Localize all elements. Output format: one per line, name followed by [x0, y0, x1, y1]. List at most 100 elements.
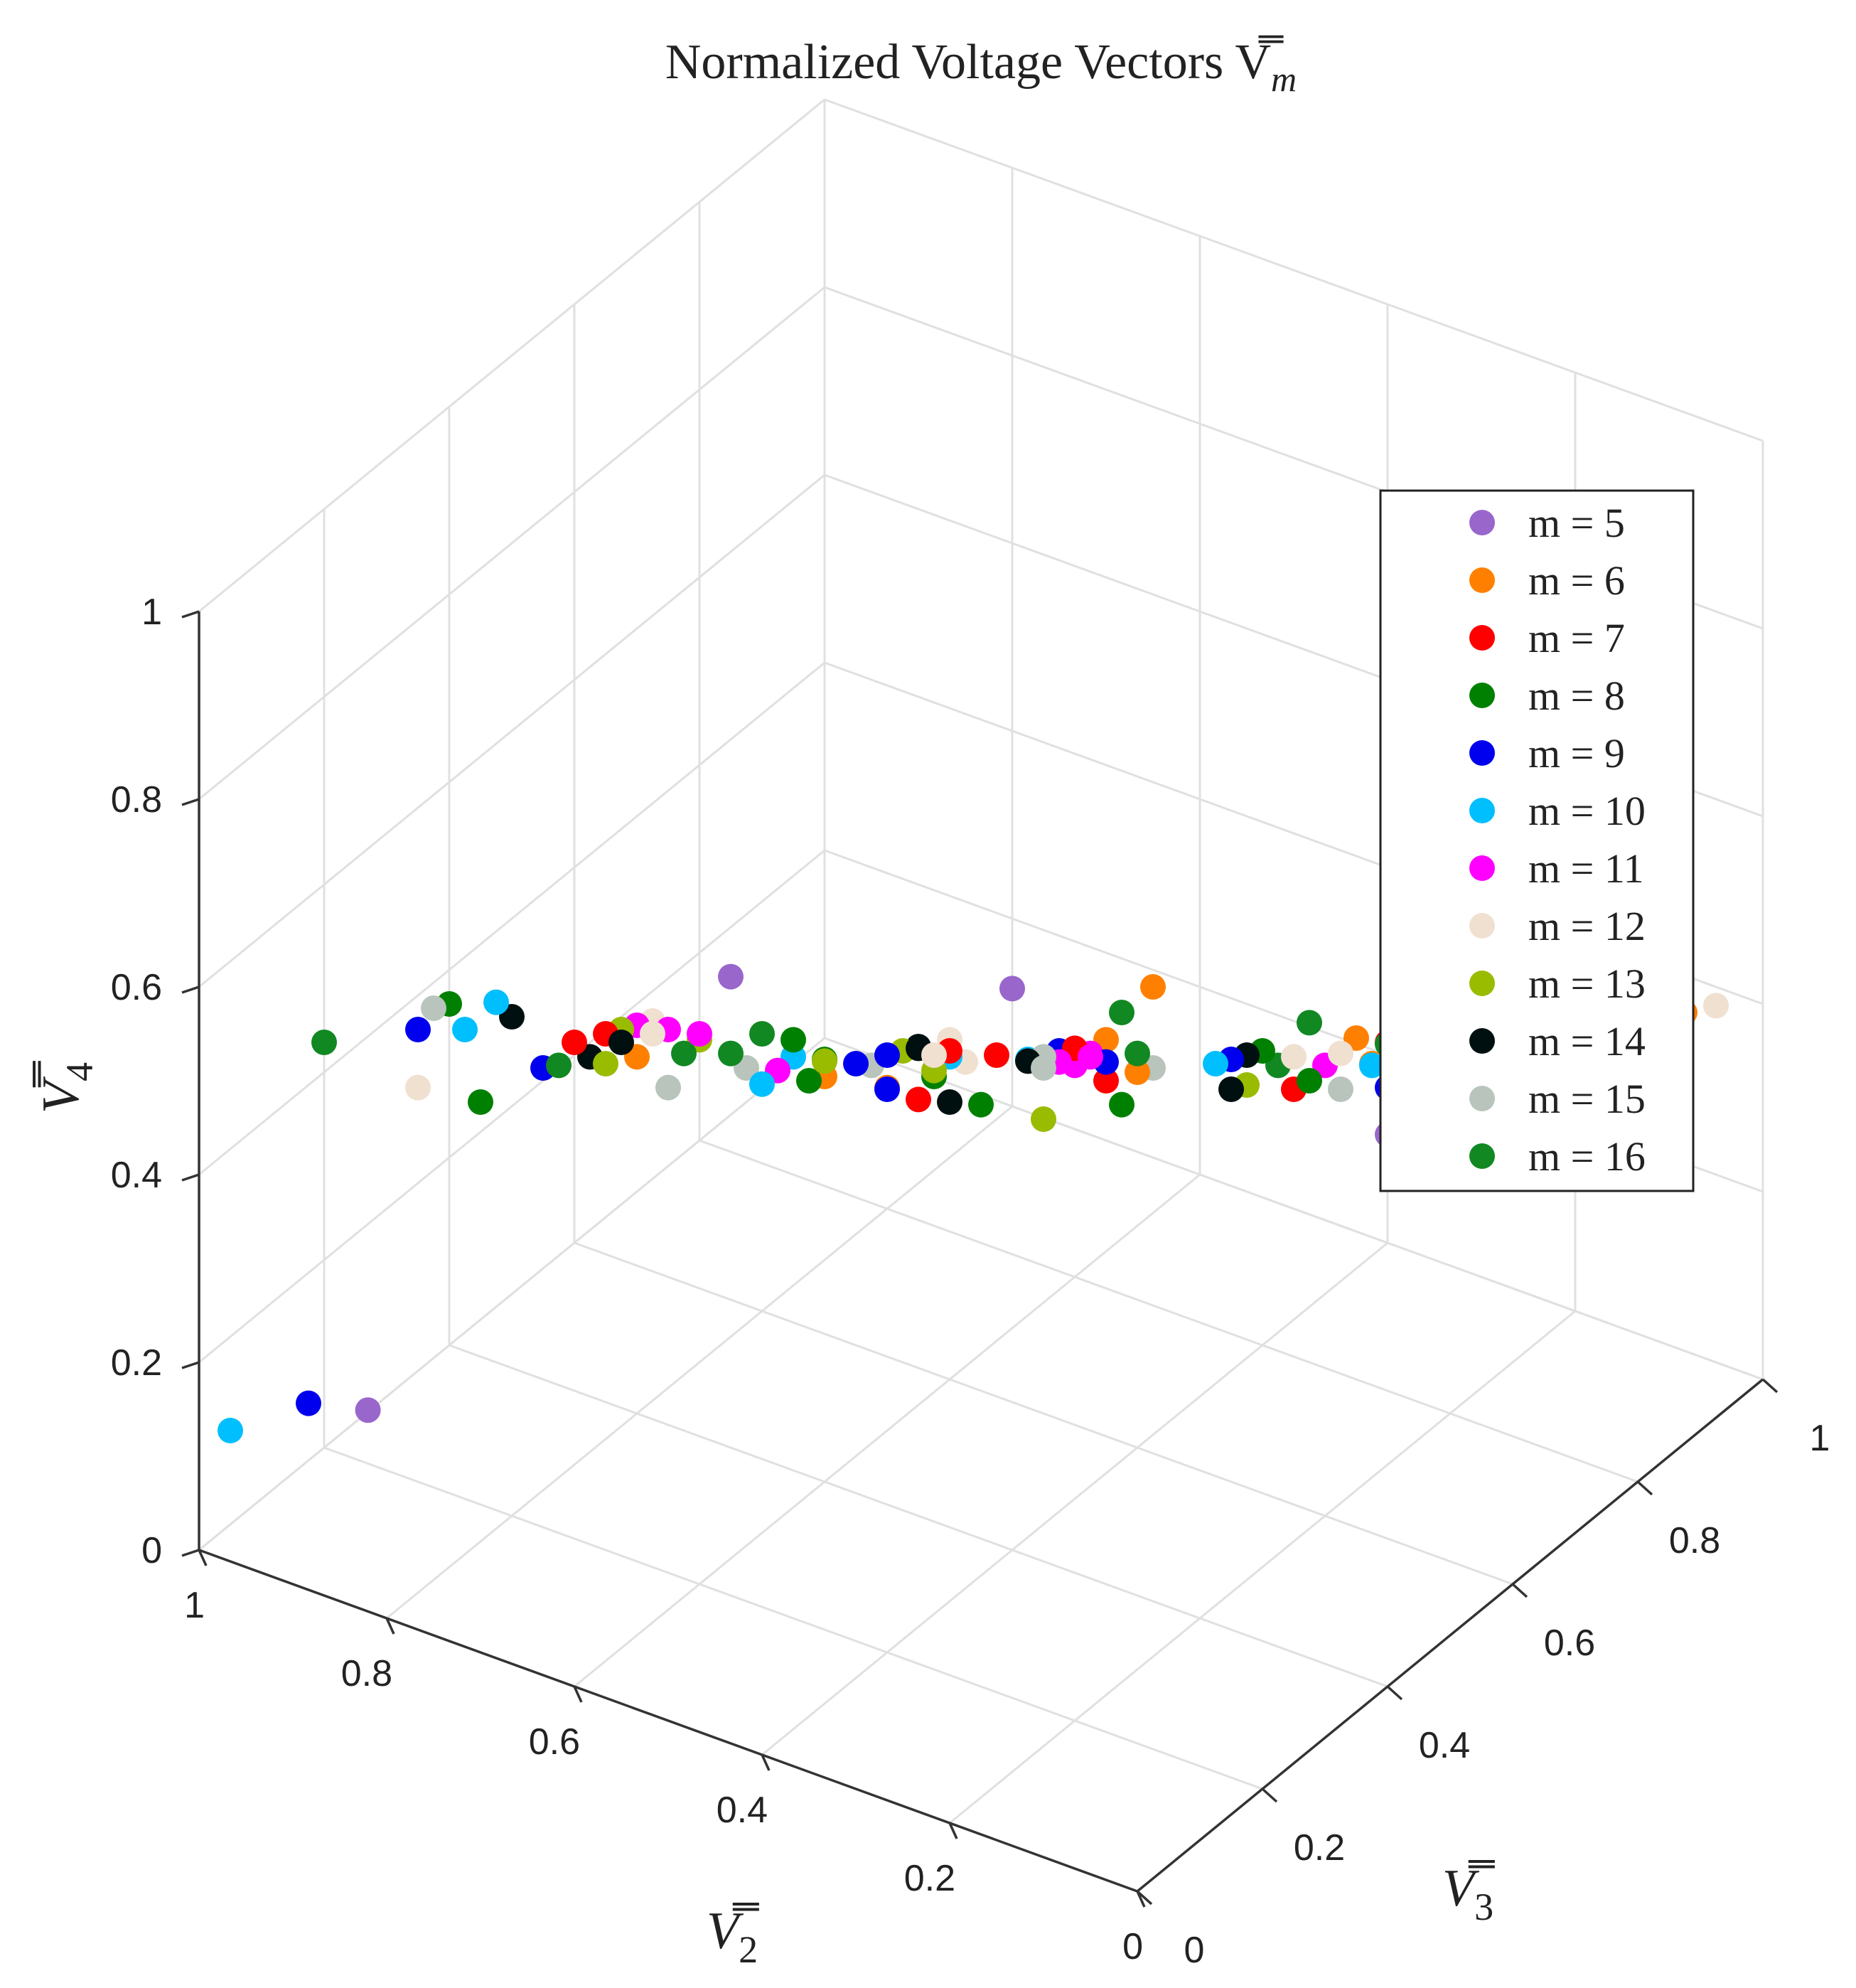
- x-tick-label: 0.2: [904, 1858, 955, 1899]
- grid-line-xwall: [198, 98, 825, 613]
- data-point: [718, 963, 744, 990]
- legend: m = 5 m = 6 m = 7 m = 8 m = 9 m = 10 m = 11 m =…: [1379, 489, 1695, 1192]
- data-point: [296, 1390, 321, 1416]
- data-point: [1031, 1106, 1056, 1132]
- data-point: [1703, 993, 1729, 1019]
- legend-label: m = 7: [1528, 615, 1625, 661]
- data-point: [452, 1017, 478, 1042]
- grid-line-ywall: [824, 98, 1764, 442]
- z-tick-label: 0.4: [111, 1155, 162, 1196]
- z-tick-label: 0.8: [111, 779, 162, 821]
- legend-marker: [1469, 1086, 1495, 1111]
- legend-label: m = 15: [1528, 1076, 1646, 1122]
- legend-marker: [1469, 798, 1495, 823]
- data-point: [405, 1017, 431, 1042]
- x-axis-label-subscript: 2: [739, 1928, 758, 1971]
- legend-marker: [1469, 625, 1495, 651]
- data-point: [1297, 1010, 1322, 1036]
- data-point: [781, 1027, 806, 1053]
- y-axis-label: V̿3: [1442, 1859, 1495, 1928]
- y-tick: [1261, 1787, 1278, 1803]
- legend-label: m = 9: [1528, 730, 1625, 776]
- x-tick-label: 0: [1122, 1926, 1143, 1967]
- legend-label: m = 14: [1528, 1018, 1646, 1064]
- x-tick: [385, 1618, 395, 1635]
- axis-ticks: 00.20.40.60.8100.20.40.60.8100.20.40.60.…: [111, 592, 1830, 1971]
- legend-marker: [1469, 567, 1495, 593]
- z-tick-label: 1: [141, 592, 162, 633]
- x-tick-label: 0.4: [717, 1790, 768, 1831]
- data-point: [671, 1040, 697, 1067]
- z-tick-label: 0.2: [111, 1342, 162, 1384]
- data-point: [483, 989, 509, 1015]
- y-tick-label: 0.4: [1419, 1725, 1470, 1766]
- data-point: [687, 1021, 712, 1047]
- y-tick: [1636, 1480, 1653, 1496]
- legend-items: m = 5 m = 6 m = 7 m = 8 m = 9 m = 10 m = 11 m =…: [1469, 500, 1646, 1180]
- data-point: [1328, 1040, 1353, 1067]
- z-tick: [181, 1173, 200, 1182]
- data-point: [1109, 1091, 1134, 1118]
- y-axis-line: [1136, 1378, 1764, 1893]
- data-point: [906, 1086, 931, 1113]
- legend-box: [1379, 489, 1695, 1192]
- y-tick: [1761, 1378, 1779, 1394]
- data-point: [1343, 1025, 1369, 1051]
- data-point: [1297, 1068, 1322, 1094]
- data-point: [718, 1040, 744, 1067]
- data-point: [1078, 1044, 1103, 1070]
- data-point: [812, 1048, 837, 1074]
- data-point: [874, 1042, 900, 1068]
- data-point: [796, 1068, 822, 1094]
- legend-label: m = 11: [1528, 845, 1644, 892]
- x-tick-label: 1: [184, 1585, 205, 1626]
- y-tick-label: 0.2: [1294, 1827, 1345, 1869]
- data-point: [405, 1074, 431, 1101]
- data-point: [655, 1074, 681, 1101]
- z-tick: [181, 610, 200, 619]
- z-tick: [181, 1549, 200, 1557]
- data-point: [1328, 1076, 1353, 1102]
- data-point: [640, 1021, 665, 1047]
- data-point: [593, 1051, 618, 1076]
- axes-lines: [198, 611, 1764, 1893]
- data-point: [355, 1397, 381, 1423]
- data-point: [1281, 1044, 1307, 1070]
- legend-label: m = 8: [1528, 673, 1625, 719]
- data-point: [311, 1030, 337, 1055]
- x-tick: [948, 1822, 958, 1839]
- data-point: [1359, 1052, 1385, 1079]
- grid-line-xwall: [198, 661, 825, 1176]
- chart-title-text: Normalized Voltage Vectors V̿: [665, 35, 1284, 90]
- grid-line-xwall: [198, 474, 825, 988]
- grid-line-floor: [449, 1344, 1388, 1688]
- data-point: [921, 1042, 947, 1068]
- data-point: [999, 976, 1025, 1002]
- legend-label: m = 6: [1528, 557, 1625, 604]
- legend-marker: [1469, 1143, 1495, 1169]
- y-axis-label-subscript: 3: [1474, 1886, 1493, 1928]
- data-point: [468, 1089, 493, 1115]
- x-axis-line: [198, 1549, 1138, 1893]
- legend-label: m = 12: [1528, 903, 1646, 949]
- grid-line-xwall: [198, 286, 825, 801]
- chart-title: Normalized Voltage Vectors V̿m: [665, 35, 1297, 99]
- legend-marker: [1469, 683, 1495, 708]
- grid-line-floor: [323, 1446, 1263, 1790]
- z-axis-label-subscript: 4: [58, 1062, 101, 1081]
- y-tick-label: 0: [1184, 1930, 1205, 1971]
- legend-marker: [1469, 740, 1495, 766]
- x-tick-label: 0.6: [529, 1721, 580, 1763]
- y-tick-label: 1: [1810, 1418, 1830, 1459]
- legend-label: m = 16: [1528, 1133, 1646, 1180]
- data-point: [937, 1089, 962, 1115]
- x-tick: [761, 1754, 771, 1771]
- data-point: [968, 1091, 994, 1118]
- z-tick-label: 0.6: [111, 967, 162, 1008]
- grid-line-floor: [761, 1241, 1388, 1756]
- data-point: [1109, 1000, 1134, 1025]
- grid-line-floor: [386, 1105, 1013, 1620]
- data-point: [1093, 1068, 1119, 1094]
- data-point: [749, 1071, 775, 1097]
- y-tick: [1511, 1583, 1528, 1598]
